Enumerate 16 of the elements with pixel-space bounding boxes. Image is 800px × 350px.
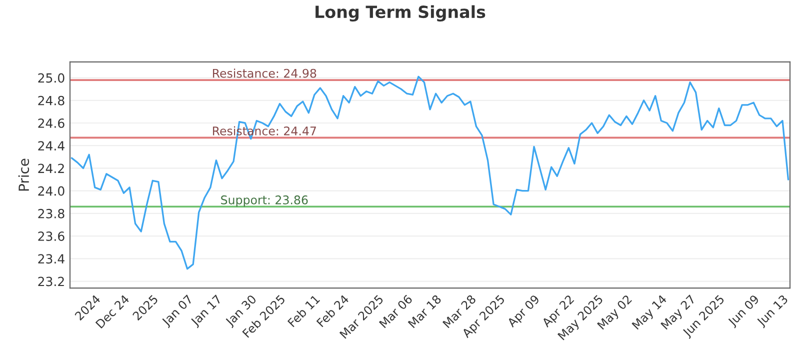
x-tick-label: Apr 09	[506, 294, 542, 330]
y-tick-label: 23.6	[38, 232, 64, 241]
ref-line-label: Support: 23.86	[221, 195, 308, 207]
y-tick-label: 23.2	[38, 276, 64, 286]
y-tick-label: 24.2	[38, 164, 64, 173]
y-tick-label: 24.6	[38, 118, 64, 128]
y-tick-label: 23.4	[38, 254, 64, 264]
y-tick-label: 24.8	[38, 96, 64, 106]
y-axis-title: Price	[18, 158, 30, 191]
y-tick-label: 23.8	[38, 208, 64, 218]
chart-title: Long Term Signals	[316, 5, 486, 22]
y-tick-label: 25.0	[38, 73, 64, 83]
ref-line-label: Resistance: 24.98	[212, 68, 316, 78]
y-tick-label: 24.0	[38, 186, 64, 196]
y-tick-label: 24.4	[38, 141, 64, 150]
x-tick-label: Jan 17	[190, 294, 224, 328]
